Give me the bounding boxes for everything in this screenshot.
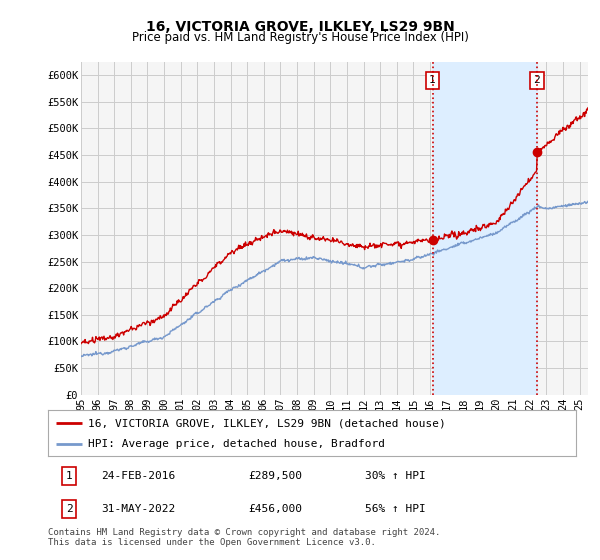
Text: £289,500: £289,500 [248, 471, 302, 481]
Text: 16, VICTORIA GROVE, ILKLEY, LS29 9BN (detached house): 16, VICTORIA GROVE, ILKLEY, LS29 9BN (de… [88, 418, 445, 428]
Text: 24-FEB-2016: 24-FEB-2016 [101, 471, 175, 481]
Text: 1: 1 [66, 471, 73, 481]
Text: 16, VICTORIA GROVE, ILKLEY, LS29 9BN: 16, VICTORIA GROVE, ILKLEY, LS29 9BN [146, 20, 454, 34]
Text: 2: 2 [533, 75, 540, 85]
Text: HPI: Average price, detached house, Bradford: HPI: Average price, detached house, Brad… [88, 439, 385, 449]
Text: 31-MAY-2022: 31-MAY-2022 [101, 504, 175, 514]
Text: 56% ↑ HPI: 56% ↑ HPI [365, 504, 425, 514]
Bar [433, 62, 537, 395]
Text: £456,000: £456,000 [248, 504, 302, 514]
Text: 2: 2 [66, 504, 73, 514]
Text: Price paid vs. HM Land Registry's House Price Index (HPI): Price paid vs. HM Land Registry's House … [131, 31, 469, 44]
Text: 30% ↑ HPI: 30% ↑ HPI [365, 471, 425, 481]
Text: 1: 1 [429, 75, 436, 85]
Text: Contains HM Land Registry data © Crown copyright and database right 2024.
This d: Contains HM Land Registry data © Crown c… [48, 528, 440, 548]
